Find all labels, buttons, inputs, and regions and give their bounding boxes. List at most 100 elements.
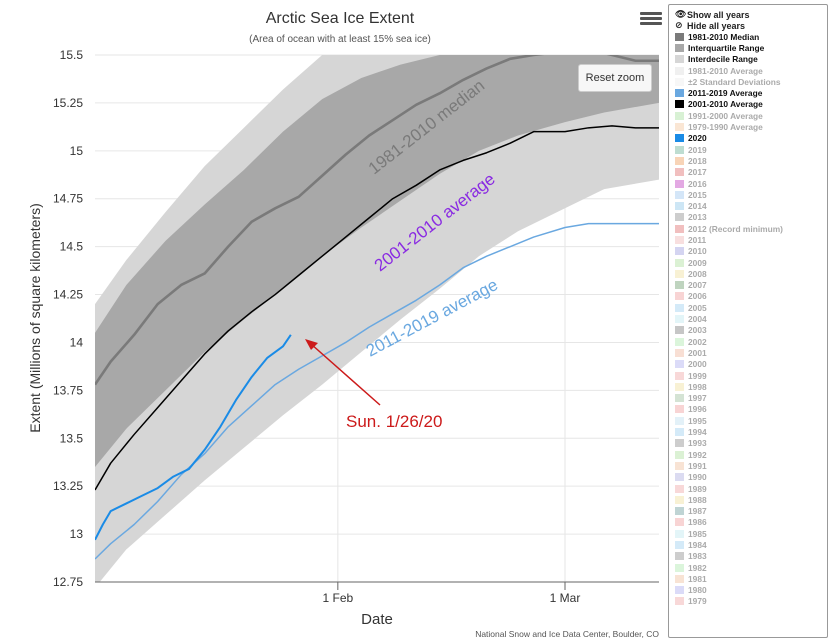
legend-item[interactable]: 2004 <box>675 313 827 324</box>
legend-item[interactable]: 1996 <box>675 404 827 415</box>
legend-item-label: 2014 <box>688 201 707 212</box>
legend-item-label: 1983 <box>688 551 707 562</box>
legend-item-label: 1995 <box>688 415 707 426</box>
legend-item[interactable]: 2001 <box>675 347 827 358</box>
legend-item[interactable]: 2000 <box>675 359 827 370</box>
legend-item[interactable]: 2007 <box>675 280 827 291</box>
show-all-years-button[interactable]: 👁 Show all years <box>675 9 827 20</box>
legend-swatch <box>675 134 684 143</box>
legend-swatch <box>675 202 684 211</box>
legend-item[interactable]: 1979-1990 Average <box>675 121 827 132</box>
legend-item-label: 1993 <box>688 438 707 449</box>
legend-item-label: 1991 <box>688 460 707 471</box>
legend-swatch <box>675 77 684 86</box>
legend-item[interactable]: 1986 <box>675 517 827 528</box>
legend-item[interactable]: 2015 <box>675 189 827 200</box>
legend-item[interactable]: ±2 Standard Deviations <box>675 76 827 87</box>
y-tick-label: 13.5 <box>60 431 84 445</box>
legend-item[interactable]: 1998 <box>675 381 827 392</box>
y-tick-label: 12.75 <box>53 575 83 589</box>
legend-item[interactable]: 1990 <box>675 472 827 483</box>
legend-item[interactable]: 2002 <box>675 336 827 347</box>
legend-swatch <box>675 360 684 369</box>
legend-item-label: 1979 <box>688 596 707 607</box>
legend-swatch <box>675 179 684 188</box>
legend-item-label: 2008 <box>688 268 707 279</box>
legend-item[interactable]: 2019 <box>675 144 827 155</box>
legend-item[interactable]: 2008 <box>675 268 827 279</box>
legend-item[interactable]: 1981-2010 Median <box>675 31 827 42</box>
legend-item[interactable]: 1979 <box>675 596 827 607</box>
y-tick-label: 13.25 <box>53 479 83 493</box>
y-tick-label: 13.75 <box>53 383 83 397</box>
sea-ice-chart: Arctic Sea Ice Extent (Area of ocean wit… <box>27 10 659 639</box>
legend-item[interactable]: 1991-2000 Average <box>675 110 827 121</box>
chart-menu-button[interactable] <box>640 10 662 28</box>
legend-item[interactable]: 2013 <box>675 212 827 223</box>
legend-item[interactable]: 1985 <box>675 528 827 539</box>
legend-item[interactable]: 1987 <box>675 505 827 516</box>
legend-item[interactable]: 1993 <box>675 438 827 449</box>
legend-item[interactable]: 1997 <box>675 393 827 404</box>
legend-item-label: 1981 <box>688 573 707 584</box>
legend-item[interactable]: 1989 <box>675 483 827 494</box>
x-tick-label: 1 Mar <box>550 591 581 605</box>
legend-swatch <box>675 586 684 595</box>
legend-item[interactable]: 1991 <box>675 460 827 471</box>
legend-item[interactable]: 1980 <box>675 585 827 596</box>
legend-item[interactable]: 1982 <box>675 562 827 573</box>
legend-item[interactable]: 2005 <box>675 302 827 313</box>
legend-item[interactable]: 2014 <box>675 200 827 211</box>
legend-item[interactable]: 2003 <box>675 325 827 336</box>
legend-swatch <box>675 55 684 64</box>
legend-item-label: 1998 <box>688 381 707 392</box>
legend-item[interactable]: 1999 <box>675 370 827 381</box>
legend-item[interactable]: 2010 <box>675 246 827 257</box>
legend-item[interactable]: 1992 <box>675 449 827 460</box>
legend-item[interactable]: 2011-2019 Average <box>675 87 827 98</box>
legend-swatch <box>675 382 684 391</box>
legend-item-label: 2003 <box>688 325 707 336</box>
legend-item-label: 2005 <box>688 302 707 313</box>
x-axis-label: Date <box>361 611 393 628</box>
legend-item[interactable]: 2020 <box>675 133 827 144</box>
y-tick-label: 15.25 <box>53 96 83 110</box>
legend-swatch <box>675 495 684 504</box>
legend-item[interactable]: Interquartile Range <box>675 42 827 53</box>
legend-item-label: 2017 <box>688 167 707 178</box>
legend-swatch <box>675 597 684 606</box>
legend-item[interactable]: Interdecile Range <box>675 54 827 65</box>
legend-item[interactable]: 2001-2010 Average <box>675 99 827 110</box>
legend-item[interactable]: 1995 <box>675 415 827 426</box>
legend-item[interactable]: 1988 <box>675 494 827 505</box>
legend-item[interactable]: 1984 <box>675 539 827 550</box>
legend-item[interactable]: 2016 <box>675 178 827 189</box>
legend-item[interactable]: 1981-2010 Average <box>675 65 827 76</box>
legend-item-label: 2018 <box>688 155 707 166</box>
legend-swatch <box>675 405 684 414</box>
legend-item-label: 1984 <box>688 540 707 550</box>
legend-item[interactable]: 2009 <box>675 257 827 268</box>
legend-item[interactable]: 2011 <box>675 234 827 245</box>
legend-swatch <box>675 428 684 437</box>
callout-label: Sun. 1/26/20 <box>346 412 442 431</box>
hide-all-years-button[interactable]: ⊘ Hide all years <box>675 20 827 31</box>
legend-item[interactable]: 2018 <box>675 155 827 166</box>
legend-item-label: 1991-2000 Average <box>688 110 763 121</box>
legend-item[interactable]: 2006 <box>675 291 827 302</box>
legend-item[interactable]: 2017 <box>675 167 827 178</box>
eye-slash-icon: ⊘ <box>675 20 683 30</box>
legend-item[interactable]: 1983 <box>675 551 827 562</box>
legend-swatch <box>675 518 684 527</box>
legend-swatch <box>675 258 684 267</box>
reset-zoom-button[interactable]: Reset zoom <box>578 64 652 92</box>
legend-item-label: 1982 <box>688 562 707 573</box>
hide-all-label: Hide all years <box>687 20 746 31</box>
credit-text: National Snow and Ice Data Center, Bould… <box>475 629 659 639</box>
legend-swatch <box>675 89 684 98</box>
legend-swatch <box>675 224 684 233</box>
legend-item[interactable]: 1994 <box>675 426 827 437</box>
legend-item[interactable]: 2012 (Record minimum) <box>675 223 827 234</box>
legend-swatch <box>675 235 684 244</box>
legend-item[interactable]: 1981 <box>675 573 827 584</box>
